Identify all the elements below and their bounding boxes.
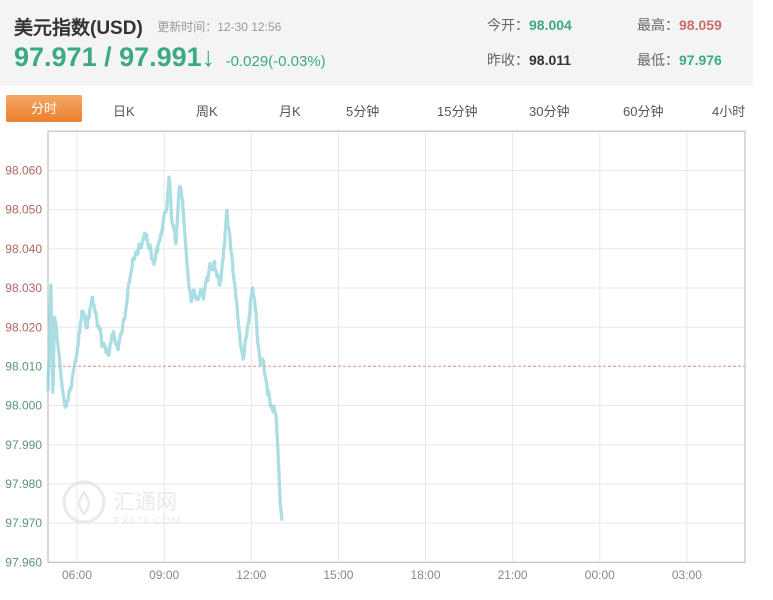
svg-text:98.060: 98.060 [5,164,42,178]
svg-text:98.050: 98.050 [5,203,42,217]
svg-text:09:00: 09:00 [149,568,179,582]
svg-text:12:00: 12:00 [236,568,266,582]
svg-text:00:00: 00:00 [585,568,615,582]
svg-text:98.010: 98.010 [5,359,42,373]
svg-text:97.980: 97.980 [5,477,42,491]
svg-text:98.000: 98.000 [5,399,42,413]
svg-text:FX678.COM: FX678.COM [114,515,181,527]
svg-text:98.030: 98.030 [5,281,42,295]
svg-text:97.990: 97.990 [5,438,42,452]
svg-text:06:00: 06:00 [62,568,92,582]
svg-text:97.960: 97.960 [5,555,42,569]
svg-text:汇通网: 汇通网 [114,491,177,514]
svg-text:97.970: 97.970 [5,516,42,530]
svg-text:18:00: 18:00 [410,568,440,582]
svg-text:21:00: 21:00 [498,568,528,582]
svg-text:98.020: 98.020 [5,320,42,334]
svg-text:15:00: 15:00 [323,568,353,582]
svg-text:98.040: 98.040 [5,242,42,256]
svg-text:03:00: 03:00 [672,568,702,582]
